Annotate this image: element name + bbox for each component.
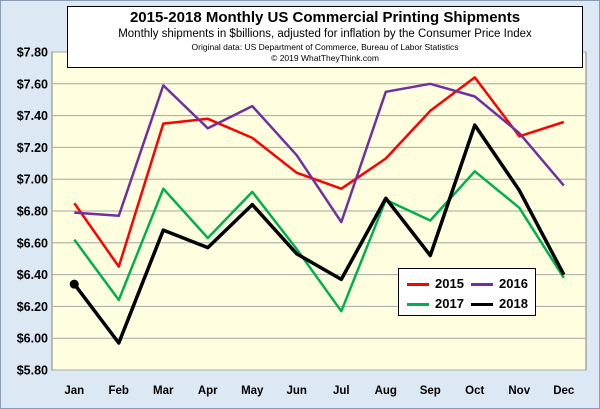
y-tick-label: $7.80 bbox=[17, 46, 48, 60]
y-tick-label: $6.60 bbox=[17, 236, 48, 250]
legend-item-2015: 2015 bbox=[407, 276, 467, 292]
y-tick-label: $6.40 bbox=[17, 268, 48, 282]
series-line-2015 bbox=[73, 76, 565, 268]
y-tick-label: $5.80 bbox=[17, 364, 48, 378]
legend-label-2017: 2017 bbox=[435, 296, 464, 311]
y-tick-label: $7.00 bbox=[17, 173, 48, 187]
x-tick-label: Feb bbox=[109, 385, 129, 397]
y-tick-label: $6.20 bbox=[17, 300, 48, 314]
series-lines bbox=[69, 76, 566, 345]
x-tick-label: May bbox=[241, 385, 264, 397]
x-tick-label: Nov bbox=[508, 385, 530, 397]
legend: 2015 2016 2017 2018 bbox=[398, 268, 536, 316]
y-tick-label: $6.00 bbox=[17, 332, 48, 346]
legend-item-2017: 2017 bbox=[407, 296, 467, 312]
y-tick-label: $7.20 bbox=[17, 141, 48, 155]
title-box: 2015-2018 Monthly US Commercial Printing… bbox=[67, 6, 583, 68]
legend-label-2018: 2018 bbox=[499, 296, 528, 311]
series-start-marker-2018 bbox=[69, 279, 79, 289]
legend-swatch-2017 bbox=[407, 303, 429, 306]
x-tick-label: Apr bbox=[198, 385, 218, 397]
legend-swatch-2016 bbox=[471, 283, 493, 286]
series-line-2016 bbox=[74, 82, 565, 224]
x-tick-label: Sep bbox=[420, 385, 441, 397]
x-tick-label: Aug bbox=[375, 385, 397, 397]
legend-swatch-2015 bbox=[407, 283, 429, 286]
y-tick-label: $6.80 bbox=[17, 205, 48, 219]
chart-subtitle: Monthly shipments in $billions, adjusted… bbox=[118, 28, 532, 40]
y-tick-label: $7.60 bbox=[17, 77, 48, 91]
legend-item-2016: 2016 bbox=[471, 276, 531, 292]
series-line-2017 bbox=[73, 170, 565, 313]
x-axis-ticks: Jan Feb Mar Apr May Jun Jul Aug Sep Oct Nov Dec bbox=[64, 385, 575, 397]
chart-title: 2015-2018 Monthly US Commercial Printing… bbox=[129, 9, 521, 26]
x-tick-label: Mar bbox=[153, 385, 174, 397]
x-tick-label: Jun bbox=[287, 385, 307, 397]
y-axis-ticks: $5.80 $6.00 $6.20 $6.40 $6.60 $6.80 $7.00 $7.20… bbox=[17, 46, 48, 378]
chart-source: Original data: US Department of Commerce… bbox=[191, 42, 459, 52]
x-tick-label: Jul bbox=[333, 385, 350, 397]
legend-label-2016: 2016 bbox=[499, 276, 528, 291]
series-line-2018 bbox=[72, 123, 566, 345]
x-tick-label: Oct bbox=[465, 385, 484, 397]
legend-item-2018: 2018 bbox=[471, 296, 531, 312]
legend-swatch-2018 bbox=[471, 303, 493, 306]
y-tick-label: $7.40 bbox=[17, 109, 48, 123]
legend-label-2015: 2015 bbox=[435, 276, 464, 291]
x-tick-label: Jan bbox=[64, 385, 84, 397]
x-tick-label: Dec bbox=[553, 385, 575, 397]
chart-copyright: © 2019 WhatTheyThink.com bbox=[271, 53, 379, 63]
